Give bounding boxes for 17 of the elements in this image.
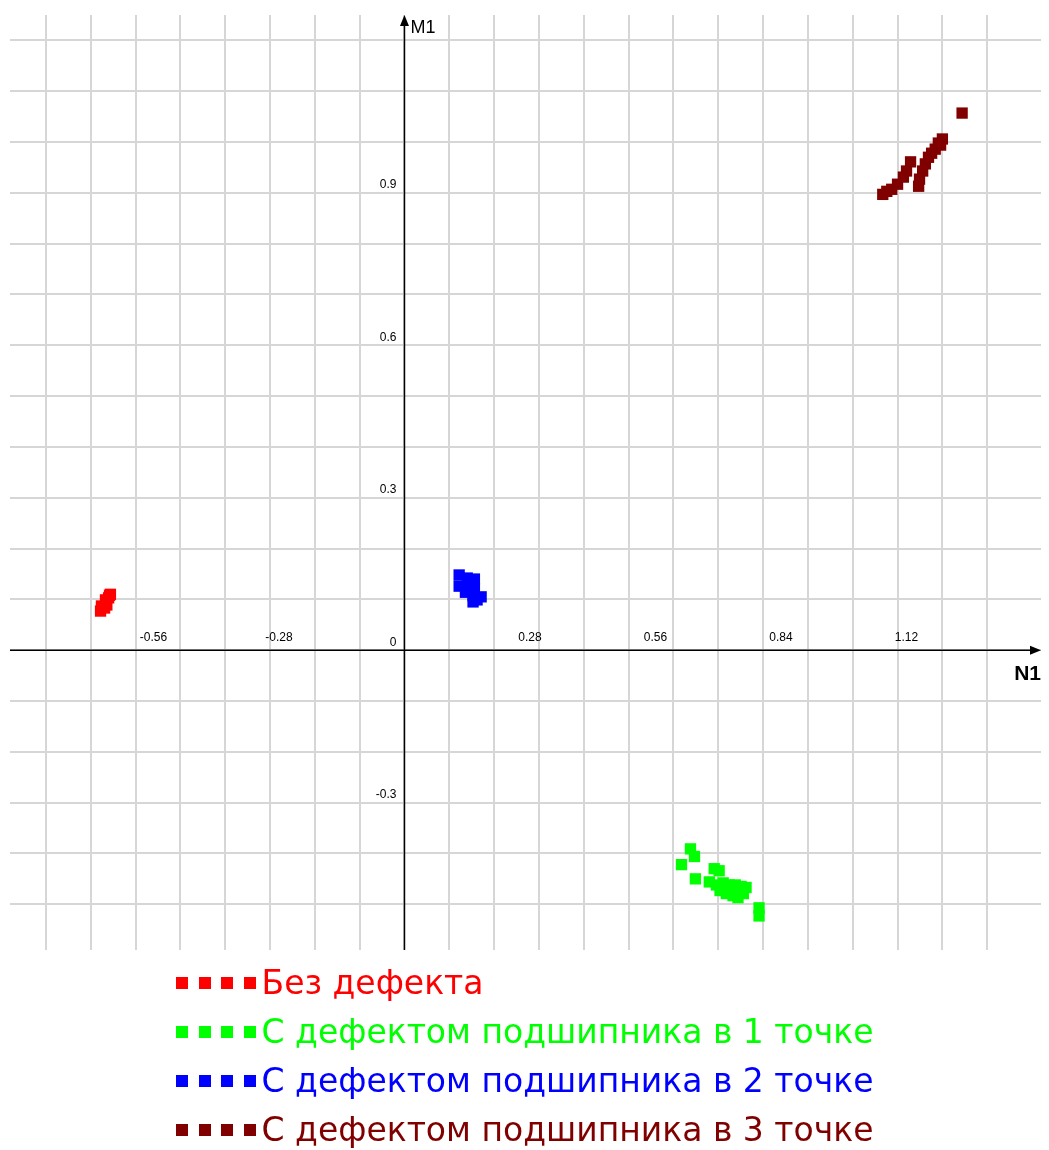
legend-label: С дефектом подшипника в 1 точке — [261, 1012, 874, 1051]
x-tick-label: -0.56 — [139, 629, 168, 644]
x-tick-label: 0.56 — [643, 629, 668, 644]
legend-label: С дефектом подшипника в 3 точке — [261, 1110, 874, 1149]
x-tick-label: 1.12 — [894, 629, 919, 644]
y-axis-title: M1 — [410, 16, 436, 37]
x-tick-label: 0.28 — [518, 629, 542, 644]
x-tick-label: 0.84 — [769, 629, 794, 644]
y-tick-label: 0.3 — [379, 482, 397, 497]
legend-label: Без дефекта — [261, 963, 484, 1002]
x-axis-title: N1 — [1014, 661, 1042, 685]
y-tick-label: 0 — [389, 634, 397, 649]
x-tick-label: -0.28 — [265, 629, 293, 644]
legend-label: С дефектом подшипника в 2 точке — [261, 1061, 874, 1100]
y-tick-label: 0.9 — [379, 177, 397, 192]
y-tick-label: -0.3 — [375, 786, 397, 801]
y-tick-label: 0.6 — [379, 329, 397, 344]
